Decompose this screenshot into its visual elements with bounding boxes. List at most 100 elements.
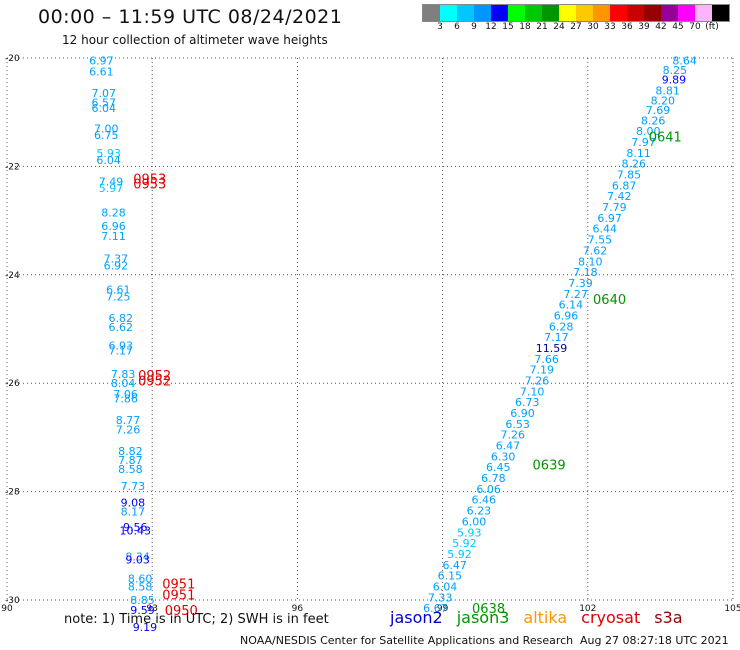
generated-timestamp: Aug 27 08:27:18 UTC 2021	[580, 634, 729, 647]
color-scale-legend	[422, 4, 730, 22]
wave-height-value: 8.26	[622, 158, 647, 171]
pass-time-label: 0638	[472, 602, 505, 617]
x-tick-label: 90	[1, 604, 13, 614]
legend-tick-label: 21	[536, 22, 548, 32]
wave-height-value: 7.17	[108, 345, 133, 358]
wave-height-value: 5.93	[457, 526, 482, 539]
legend-tick-label: 3	[437, 22, 443, 32]
wave-height-value: 6.61	[106, 283, 131, 296]
y-tick-label: -20	[5, 54, 20, 64]
wave-height-value: 7.86	[113, 392, 138, 405]
wave-height-value: 7.62	[583, 244, 608, 257]
wave-height-value: 6.61	[89, 66, 114, 79]
wave-height-value: 7.87	[118, 454, 143, 467]
wave-height-value: 6.44	[592, 223, 617, 236]
wave-height-value: 7.25	[106, 290, 131, 303]
wave-height-value: 11.59	[536, 342, 568, 355]
wave-height-value: 6.06	[476, 483, 501, 496]
wave-height-value: 6.14	[559, 299, 584, 312]
wave-height-value: 6.93	[108, 339, 133, 352]
wave-height-value: 8.26	[641, 114, 666, 127]
wave-height-value: 6.92	[104, 260, 129, 273]
wave-height-value: 9.89	[662, 74, 687, 87]
wave-height-value: 9.03	[125, 553, 150, 566]
legend-swatch	[457, 5, 474, 21]
legend-tick-label: 27	[570, 22, 582, 32]
wave-height-value: 7.66	[534, 353, 559, 366]
wave-height-value: 6.62	[108, 321, 133, 334]
wave-height-value: 8.04	[111, 377, 136, 390]
wave-height-value: 8.11	[626, 147, 651, 160]
wave-height-value: 9.56	[123, 521, 148, 534]
legend-swatch	[491, 5, 508, 21]
legend-tick-label: 15	[502, 22, 514, 32]
legend-swatch	[610, 5, 627, 21]
wave-height-value: 7.83	[111, 368, 136, 381]
wave-height-value: 8.60	[128, 572, 153, 585]
wave-height-value: 7.26	[501, 429, 526, 442]
wave-height-value: 8.34	[125, 551, 150, 564]
wave-height-value: 7.11	[101, 230, 126, 243]
legend-swatch	[593, 5, 610, 21]
footer-note: note: 1) Time is in UTC; 2) SWH is in fe…	[64, 612, 329, 627]
wave-height-value: 10.43	[120, 525, 152, 538]
legend-tick-label: 24	[553, 22, 565, 32]
legend-swatch	[576, 5, 593, 21]
pass-time-label: 0640	[593, 293, 626, 308]
satellite-legend: jason2 jason3 altika cryosat s3a	[390, 608, 683, 627]
satellite-cryosat: cryosat	[581, 608, 641, 627]
legend-tick-label: 30	[587, 22, 599, 32]
wave-height-value: 8.64	[672, 55, 697, 68]
pass-time-label: 0950	[165, 604, 198, 619]
wave-height-value: 7.37	[104, 253, 129, 266]
satellite-s3a: s3a	[654, 608, 683, 627]
wave-height-value: 6.45	[486, 461, 511, 474]
wave-height-value: 7.18	[573, 266, 598, 279]
legend-tick-label: (ft)	[705, 22, 719, 32]
wave-height-value: 5.93	[96, 147, 121, 160]
wave-height-value: 8.28	[101, 206, 126, 219]
wave-height-value: 8.25	[663, 64, 688, 77]
wave-height-value: 6.53	[505, 418, 530, 431]
wave-height-value: 8.58	[118, 463, 143, 476]
y-tick-label: -22	[5, 162, 20, 172]
wave-height-value: 6.82	[108, 312, 133, 325]
wave-height-value: 9.19	[133, 621, 158, 634]
wave-height-value: 6.30	[491, 450, 516, 463]
wave-height-value: 7.26	[525, 374, 550, 387]
wave-height-value: 6.47	[496, 440, 521, 453]
wave-height-value: 8.00	[636, 125, 661, 138]
legend-swatch	[627, 5, 644, 21]
wave-height-value: 7.19	[530, 364, 555, 377]
legend-tick-label: 70	[689, 22, 701, 32]
wave-height-value: 6.04	[96, 154, 121, 167]
legend-tick-label: 18	[519, 22, 531, 32]
legend-swatch	[678, 5, 695, 21]
wave-height-value: 6.78	[481, 472, 506, 485]
wave-height-value: 6.00	[462, 515, 487, 528]
satellite-altika: altika	[523, 608, 568, 627]
wave-height-value: 6.90	[510, 407, 535, 420]
wave-height-value: 8.82	[118, 445, 143, 458]
chart-title: 00:00 – 11:59 UTC 08/24/2021	[38, 6, 343, 28]
wave-height-value: 6.04	[92, 102, 117, 115]
wave-height-value: 8.17	[121, 506, 146, 519]
wave-height-value: 7.85	[617, 169, 642, 182]
wave-height-value: 7.69	[646, 104, 671, 117]
wave-height-value: 7.97	[631, 136, 656, 149]
legend-tick-label: 39	[638, 22, 650, 32]
legend-tick-label: 12	[485, 22, 497, 32]
wave-height-value: 8.58	[128, 580, 153, 593]
legend-tick-label: 9	[471, 22, 477, 32]
wave-height-value: 7.55	[588, 234, 613, 247]
wave-height-value: 8.81	[655, 85, 680, 98]
wave-height-value: 7.17	[544, 331, 569, 344]
wave-height-value: 8.20	[651, 94, 676, 107]
legend-swatch	[508, 5, 525, 21]
credit-line: NOAA/NESDIS Center for Satellite Applica…	[240, 634, 574, 647]
wave-height-value: 7.27	[563, 288, 588, 301]
pass-time-label: 0639	[533, 459, 566, 474]
wave-height-value: 9.59	[130, 604, 155, 617]
x-tick-label: 105	[724, 604, 740, 614]
